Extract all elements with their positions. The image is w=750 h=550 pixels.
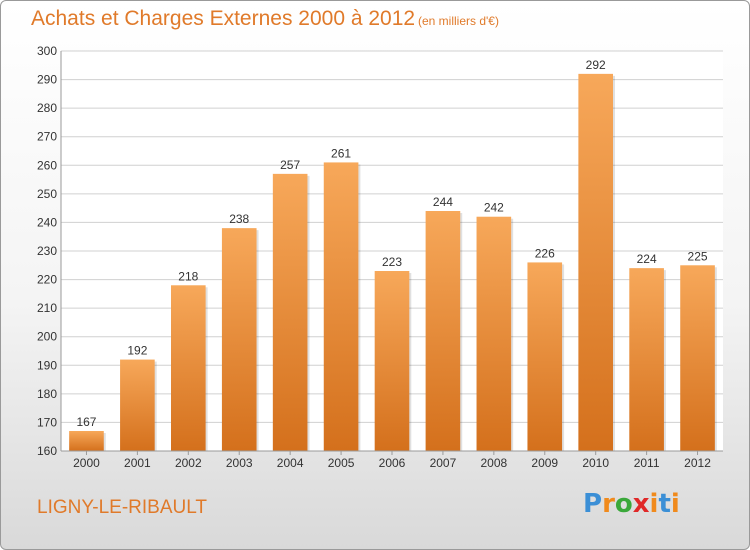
data-label: 224 [637,252,657,266]
x-tick-label: 2006 [379,456,406,470]
bar [629,268,664,451]
bar [476,216,512,451]
data-label: 244 [433,195,453,209]
y-tick-label: 210 [37,301,57,315]
logo-letter: x [632,489,650,519]
data-label: 238 [229,212,249,226]
data-label: 192 [127,344,147,358]
logo-letter: o [614,489,633,519]
data-label: 225 [688,249,708,263]
bar [170,285,206,451]
bar [680,265,715,451]
y-tick-label: 200 [37,330,57,344]
x-tick-label: 2011 [634,456,660,470]
y-tick-label: 160 [37,444,57,458]
y-tick-label: 260 [37,158,57,172]
data-label: 226 [535,246,555,260]
x-tick-label: 2012 [684,456,711,470]
bar [578,73,614,451]
data-label: 261 [331,146,351,160]
x-tick-label: 2004 [277,456,304,470]
x-tick-label: 2003 [226,456,253,470]
bar [425,211,461,451]
logo-letter: r [602,489,615,519]
x-tick-label: 2002 [175,456,202,470]
bar [69,431,104,451]
commune-name: LIGNY-LE-RIBAULT [37,497,207,518]
data-label: 292 [586,58,606,72]
data-label: 257 [280,158,300,172]
bar [374,271,410,451]
chart-subtitle: (en milliers d'€) [418,14,499,28]
y-tick-label: 180 [37,387,57,401]
x-tick-label: 2008 [480,456,507,470]
bar [323,162,359,451]
x-tick-label: 2001 [124,456,151,470]
data-label: 223 [382,255,402,269]
y-tick-label: 250 [37,187,57,201]
y-tick-label: 220 [37,273,57,287]
x-tick-label: 2009 [531,456,558,470]
y-tick-label: 280 [37,101,57,115]
logo-letter: P [583,489,603,519]
y-tick-label: 170 [37,415,57,429]
y-tick-label: 240 [37,215,57,229]
data-label: 218 [178,269,198,283]
y-tick-label: 190 [37,358,57,372]
data-label: 242 [484,201,504,215]
bar [527,262,563,451]
logo-letter: i [649,489,659,519]
proxiti-logo: Proxiti [583,489,680,519]
bar [120,359,155,451]
y-tick-label: 230 [37,244,57,258]
logo-letter: t [658,489,671,519]
bar [272,173,308,451]
chart-title: Achats et Charges Externes 2000 à 2012 [31,7,416,30]
y-tick-label: 300 [37,44,57,58]
x-tick-label: 2007 [430,456,457,470]
bar [221,228,257,451]
x-tick-label: 2000 [73,456,100,470]
y-tick-label: 270 [37,130,57,144]
data-label: 167 [76,415,96,429]
logo-letter: i [670,489,680,519]
y-tick-label: 290 [37,73,57,87]
x-tick-label: 2010 [582,456,609,470]
x-tick-label: 2005 [328,456,355,470]
